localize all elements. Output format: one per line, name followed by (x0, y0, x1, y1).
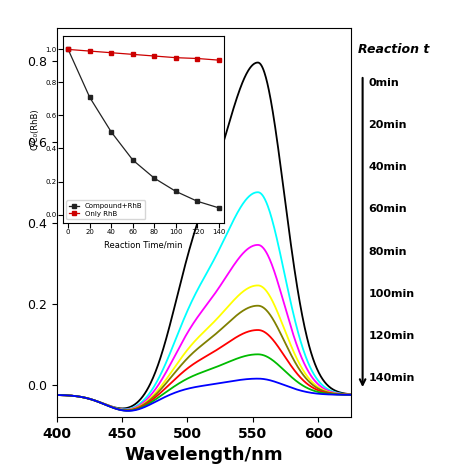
Text: 80min: 80min (368, 246, 407, 256)
Text: 0min: 0min (368, 78, 399, 88)
X-axis label: Wavelength/nm: Wavelength/nm (125, 447, 283, 465)
Text: 20min: 20min (368, 120, 407, 130)
Text: 140min: 140min (368, 373, 415, 383)
Text: Reaction t: Reaction t (358, 43, 429, 55)
Text: 120min: 120min (368, 331, 415, 341)
Text: 40min: 40min (368, 162, 407, 172)
Text: 60min: 60min (368, 204, 407, 214)
Text: 100min: 100min (368, 289, 414, 299)
